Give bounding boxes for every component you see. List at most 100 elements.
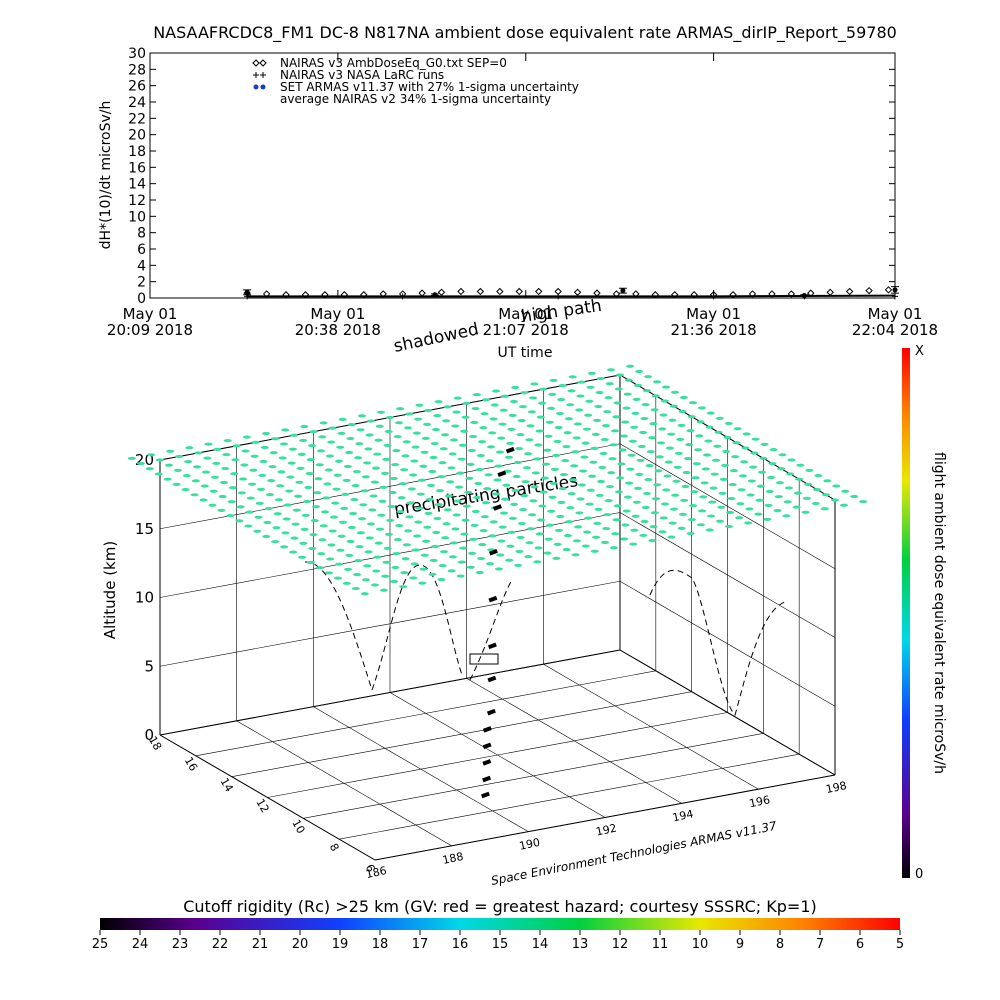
particle-marker [391,462,400,467]
particle-marker [635,369,644,374]
particle-marker [613,504,622,508]
particle-marker [358,517,367,521]
particle-marker [796,463,805,467]
particle-marker [612,518,621,522]
particle-marker [254,515,263,519]
legend-label: average NAIRAS v2 34% 1-sigma uncertaint… [280,92,551,106]
particle-marker [479,426,488,430]
particle-marker [646,450,655,454]
particle-marker [540,476,549,480]
particle-marker [520,494,529,498]
particle-marker [239,477,248,481]
series-line [247,294,896,298]
colorbar-tick-label: 21 [252,937,269,952]
particle-marker [666,446,674,450]
particle-marker [317,552,326,556]
particle-marker [732,441,741,445]
track-point [482,726,492,733]
particle-marker [379,485,388,489]
particle-marker [609,546,618,550]
particle-marker [506,441,515,445]
particle-marker [602,424,611,428]
particle-marker [488,534,497,538]
particle-marker [792,505,801,509]
particle-marker [625,481,634,485]
particle-marker [517,521,526,526]
particle-marker [309,430,318,434]
particle-marker [531,471,540,475]
particle-marker [199,498,208,502]
particle-marker [423,525,432,529]
particle-marker [271,437,279,441]
particle-marker [308,546,317,551]
particle-marker [222,452,231,457]
particle-marker [286,475,295,479]
particle-marker [607,368,616,372]
particle-marker [342,581,351,585]
particle-marker [667,432,676,436]
particle-marker [182,474,191,478]
particle-marker [580,455,589,459]
particle-marker [487,445,496,449]
particle-marker [728,482,737,487]
diamond-marker [418,289,426,297]
particle-marker [805,468,814,473]
particle-marker [324,468,333,472]
particle-marker [319,524,328,528]
particle-marker [629,542,638,546]
particle-marker [703,453,712,457]
particle-marker [750,451,759,455]
particle-marker [642,389,651,393]
particle-marker [441,536,450,540]
particle-marker [585,399,594,403]
title: NASAAFRCDC8_FM1 DC-8 N817NA ambient dose… [153,23,897,43]
particle-marker [473,495,482,500]
particle-marker [714,430,723,434]
particle-marker [374,541,383,545]
colorbar-tick-label: 18 [372,937,389,952]
particle-marker [343,464,352,469]
particle-marker [498,525,507,529]
particle-marker [364,447,373,451]
particle-marker [456,471,465,475]
y-tick-label: 8 [137,226,146,242]
particle-marker [405,412,414,416]
particle-marker [736,502,745,506]
particle-marker [452,513,461,517]
particle-marker [335,562,344,566]
particle-marker [363,564,372,568]
particle-marker [572,436,581,440]
particle-marker [782,514,791,518]
x-tick-label: 194 [671,807,694,824]
particle-marker [383,443,392,448]
particle-marker [813,487,822,492]
particle-marker [527,410,536,414]
particle-marker [485,459,494,463]
particle-marker [759,456,768,460]
particle-marker [667,535,676,539]
particle-marker [430,441,439,446]
particle-marker [584,516,593,520]
particle-marker [793,491,802,495]
particle-marker [850,494,859,499]
particle-marker [305,471,314,476]
particle-marker [658,427,667,431]
particle-marker [389,476,398,481]
particle-marker [136,461,145,466]
particle-marker [246,496,255,500]
particle-marker [586,385,595,389]
particle-marker [630,528,639,532]
colorbar-tick-label: 22 [212,937,229,952]
particle-marker [317,449,326,453]
particle-marker [156,458,164,462]
particle-marker [604,499,613,503]
x-tick-label: 196 [748,793,771,810]
particle-marker [632,397,641,401]
particle-marker [621,420,630,424]
particle-marker [754,512,763,516]
particle-marker [466,565,475,569]
plot-frame [149,52,896,299]
particle-marker [564,417,573,421]
particle-marker [355,442,364,446]
particle-marker [432,427,441,432]
